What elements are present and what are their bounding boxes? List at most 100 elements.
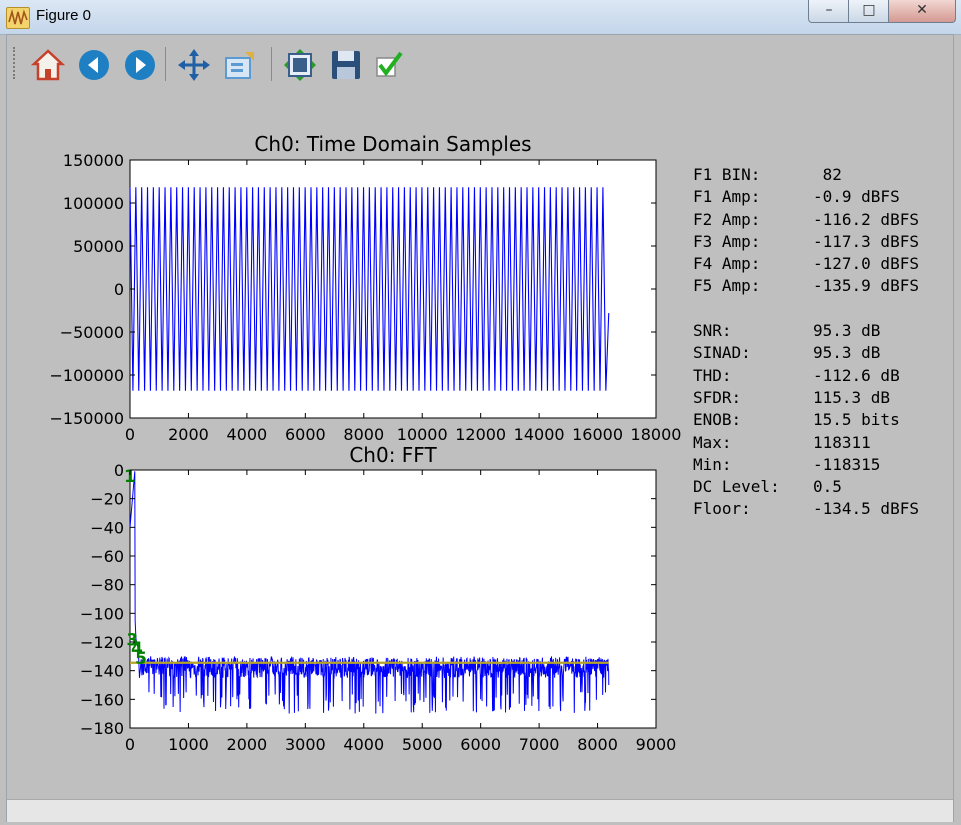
stat-key: F3 Amp: — [693, 231, 761, 251]
stat-value: 95.3 dB — [813, 343, 881, 363]
harmonic-marker: 1 — [124, 467, 136, 487]
harmonic-marker: 4 — [131, 639, 143, 659]
fft-xtick-label: 9000 — [636, 735, 677, 754]
stat-key: F1 Amp: — [693, 187, 761, 207]
fft-plot-area — [129, 469, 657, 729]
time-domain-ticks: 0 2000 4000 6000 8000 10000 12000 14000 16000 180… — [50, 151, 682, 444]
stat-key: F5 Amp: — [693, 276, 761, 296]
stat-row: F4 Amp: -127.0 dBFS — [693, 253, 919, 275]
fft-ytick-label: −20 — [90, 490, 124, 509]
time-domain-xtick-label: 4000 — [227, 425, 268, 444]
fft-series: 1 345 — [124, 467, 610, 714]
fft-ytick-label: −120 — [80, 633, 124, 652]
stat-value: 95.3 dB — [813, 321, 881, 341]
fft-ytick-label: −60 — [90, 547, 124, 566]
stats-spacer — [693, 298, 919, 320]
time-domain-ytick-label: −50000 — [60, 323, 124, 342]
stat-key: THD: — [693, 365, 732, 385]
edit-parameters-button[interactable] — [373, 48, 407, 82]
fft-ytick-label: −140 — [80, 662, 124, 681]
time-domain-title: Ch0: Time Domain Samples — [254, 132, 531, 156]
time-domain-ytick-label: −150000 — [50, 409, 124, 428]
time-domain-ytick-label: 150000 — [63, 151, 124, 170]
home-button[interactable] — [30, 48, 66, 82]
stat-value: 115.3 dB — [813, 387, 891, 407]
stat-key: Max: — [693, 432, 732, 452]
harmonic-marker: 3 — [126, 630, 138, 650]
time-domain-ytick-label: −100000 — [50, 366, 124, 385]
time-domain-xtick-label: 18000 — [631, 425, 682, 444]
time-domain-xtick-label: 10000 — [397, 425, 448, 444]
stat-row: SNR: 95.3 dB — [693, 320, 919, 342]
forward-icon — [125, 50, 155, 80]
subplots-button[interactable] — [283, 48, 317, 82]
stat-row: Min: -118315 — [693, 454, 919, 476]
back-icon — [79, 50, 109, 80]
time-domain-ytick-label: 0 — [114, 280, 124, 299]
forward-button[interactable] — [123, 48, 157, 82]
time-domain-series — [129, 187, 610, 391]
stat-key: ENOB: — [693, 410, 742, 430]
fft-xtick-label: 0 — [125, 735, 135, 754]
stat-row: THD: -112.6 dB — [693, 365, 919, 387]
stat-key: Min: — [693, 454, 732, 474]
time-domain-ytick-label: 50000 — [73, 237, 124, 256]
stat-row: Floor: -134.5 dBFS — [693, 498, 919, 520]
statistics-panel: F1 BIN: 82 F1 Amp: -0.9 dBFS F2 Amp: -116.2 … — [693, 164, 919, 521]
fft-xtick-label: 3000 — [285, 735, 326, 754]
stat-key: F2 Amp: — [693, 209, 761, 229]
stat-row: SFDR: 115.3 dB — [693, 387, 919, 409]
close-button[interactable]: ✕ — [888, 0, 956, 23]
stat-row: F2 Amp: -116.2 dBFS — [693, 209, 919, 231]
fft-ticks: 0 1000 2000 3000 4000 5000 6000 7000 8000 9000 0 −2… — [80, 461, 676, 754]
checkmark-icon — [376, 51, 403, 77]
fft-xtick-label: 7000 — [519, 735, 560, 754]
toolbar-separator — [165, 47, 166, 81]
fft-axes: 1 345 0 1000 2000 3000 4000 5000 6000 7000 8000 90… — [80, 443, 676, 754]
pan-icon — [178, 49, 210, 81]
time-domain-xtick-label: 0 — [125, 425, 135, 444]
stat-row: SINAD: 95.3 dB — [693, 342, 919, 364]
stat-value: -0.9 dBFS — [813, 187, 900, 207]
fft-xtick-label: 2000 — [227, 735, 268, 754]
stat-value: -134.5 dBFS — [813, 499, 919, 519]
fft-xtick-label: 6000 — [460, 735, 501, 754]
stat-row: F3 Amp: -117.3 dBFS — [693, 231, 919, 253]
home-icon — [30, 49, 66, 81]
time-domain-xtick-label: 6000 — [285, 425, 326, 444]
stat-value: 118311 — [813, 432, 871, 452]
stat-key: F4 Amp: — [693, 254, 761, 274]
pan-button[interactable] — [177, 48, 211, 82]
zoom-button[interactable] — [223, 48, 257, 82]
back-button[interactable] — [77, 48, 111, 82]
time-domain-xtick-label: 8000 — [343, 425, 384, 444]
stat-value: -112.6 dB — [813, 365, 900, 385]
window-title: Figure 0 — [36, 7, 92, 24]
fft-ytick-label: 0 — [114, 461, 124, 480]
fft-xtick-label: 8000 — [577, 735, 618, 754]
stat-key: DC Level: — [693, 477, 780, 497]
fft-ytick-label: −80 — [90, 576, 124, 595]
time-domain-xtick-label: 12000 — [455, 425, 506, 444]
stat-key: F1 BIN: — [693, 165, 761, 184]
stat-value: -116.2 dBFS — [813, 209, 919, 229]
stat-row: F1 BIN: 82 — [693, 164, 919, 186]
fft-xtick-label: 1000 — [168, 735, 209, 754]
time-domain-xtick-label: 2000 — [168, 425, 209, 444]
save-button[interactable] — [329, 48, 363, 82]
time-domain-axes: 0 2000 4000 6000 8000 10000 12000 14000 16000 180… — [50, 132, 682, 444]
navigation-toolbar — [7, 35, 953, 91]
fft-ytick-label: −180 — [80, 719, 124, 738]
harmonic-marker: 5 — [135, 649, 147, 669]
fft-ytick-label: −160 — [80, 690, 124, 709]
app-waveform-icon — [6, 7, 30, 29]
stat-value: -118315 — [813, 454, 881, 474]
fft-xtick-label: 5000 — [402, 735, 443, 754]
stat-key: SFDR: — [693, 387, 742, 407]
stat-value: 0.5 — [813, 477, 842, 497]
fft-xtick-label: 4000 — [343, 735, 384, 754]
stat-row: F5 Amp: -135.9 dBFS — [693, 275, 919, 297]
stat-key: SINAD: — [693, 343, 751, 363]
time-domain-xtick-label: 16000 — [572, 425, 623, 444]
